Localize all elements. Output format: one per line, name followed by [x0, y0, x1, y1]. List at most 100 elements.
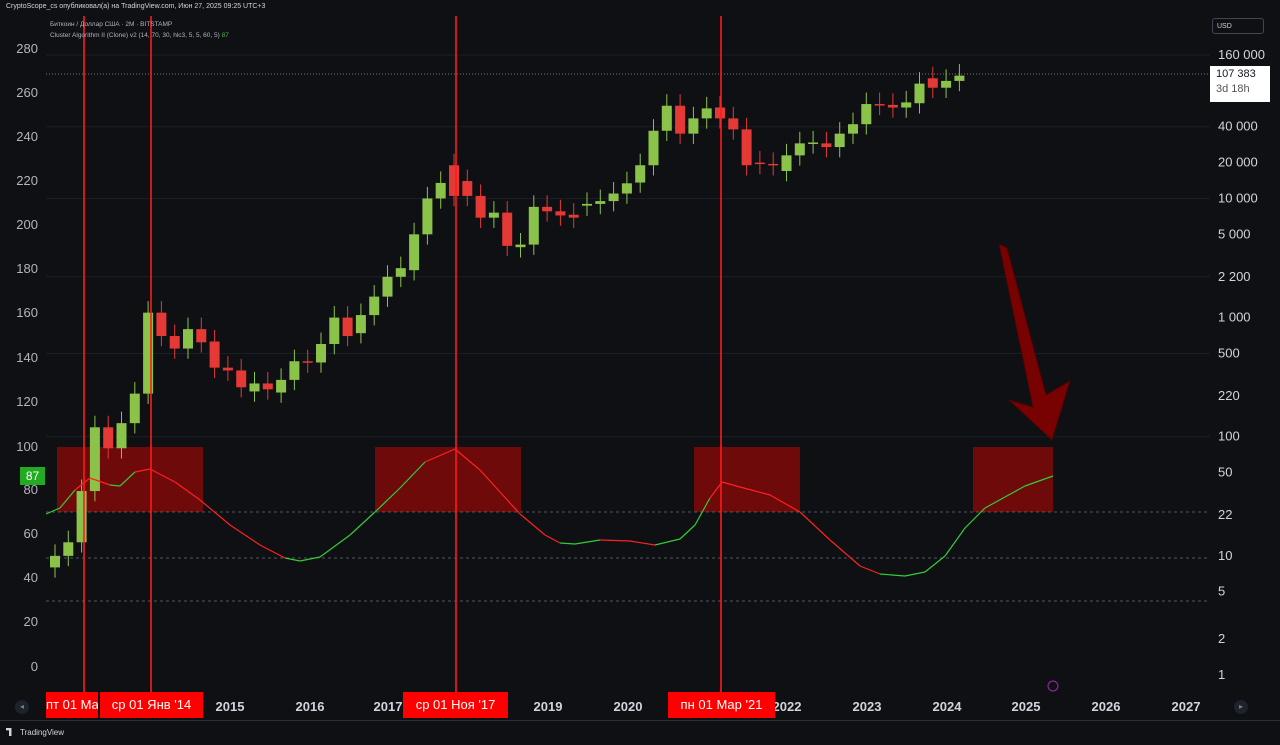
candle: [635, 165, 646, 183]
oscillator-segment: [879, 573, 906, 577]
oscillator-segment: [599, 539, 631, 542]
chart-background: [0, 16, 1280, 720]
down-arrow: [998, 243, 1071, 441]
candle: [488, 212, 499, 218]
oscillator-segment: [924, 555, 946, 573]
tradingview-logo[interactable]: TradingView: [6, 728, 64, 737]
right-axis-label: 2 200: [1218, 269, 1251, 284]
candle: [169, 336, 180, 349]
left-axis-label: 40: [24, 570, 38, 585]
scroll-left-button[interactable]: ◂: [15, 700, 29, 714]
candle: [608, 193, 619, 202]
oscillator-segment: [454, 448, 481, 471]
candle: [515, 244, 526, 248]
candle: [927, 78, 938, 88]
legend-indicator-name: Cluster Algorithm II (Clone) v2 (14, 70,…: [50, 32, 220, 39]
left-axis-label: 60: [24, 526, 38, 541]
left-axis-label: 100: [16, 439, 38, 454]
oscillator-segment: [399, 461, 426, 489]
date-badge-1: пт 01 Ма: [46, 692, 98, 718]
candle: [276, 379, 287, 393]
right-axis-label: 20 000: [1218, 155, 1258, 170]
overbought-zone: [375, 447, 521, 512]
time-axis-label: 2016: [296, 699, 325, 714]
candle: [528, 206, 539, 245]
candle: [222, 367, 233, 371]
right-axis-label: 1: [1218, 667, 1225, 682]
candle: [834, 133, 845, 148]
candle: [329, 317, 340, 345]
candle: [555, 211, 566, 216]
candle: [50, 555, 60, 568]
oscillator-segment: [349, 511, 376, 536]
tradingview-icon: [6, 728, 12, 736]
footer: TradingView: [0, 720, 1280, 745]
time-axis-label: 2027: [1172, 699, 1201, 714]
candle: [116, 423, 127, 449]
overbought-zones: [57, 447, 1053, 512]
candle: [103, 427, 114, 449]
candle: [502, 212, 513, 246]
left-axis-label: 180: [16, 261, 38, 276]
candle: [449, 165, 459, 196]
currency-button[interactable]: USD: [1212, 18, 1264, 34]
oscillator-segment: [229, 524, 261, 546]
time-axis-label: 2023: [853, 699, 882, 714]
time-axis-label: 2026: [1092, 699, 1121, 714]
candle: [741, 129, 752, 166]
candle: [794, 143, 805, 156]
cycle-markers: [83, 16, 722, 692]
chart-area[interactable]: 280 260 240 220 200 180 160 140 120 100 80 60 40 20 0 1…: [0, 16, 1280, 720]
candle: [701, 108, 712, 119]
candle: [196, 329, 207, 343]
left-axis-label: 80: [24, 482, 38, 497]
candle: [648, 130, 659, 166]
left-axis-label: 140: [16, 350, 38, 365]
candle: [582, 203, 592, 206]
legend-symbol: Биткоин / Доллар США · 2M · BITSTAMP: [50, 21, 173, 28]
oscillator-segment: [424, 448, 456, 463]
oscillator-segment: [739, 486, 771, 496]
candle: [129, 393, 140, 424]
candle: [715, 107, 725, 119]
oscillator-segment: [721, 481, 741, 488]
candle: [688, 118, 699, 134]
time-axis-label: 2017: [374, 699, 403, 714]
left-axis-label: 200: [16, 217, 38, 232]
candle: [661, 105, 672, 131]
left-axis-label: 160: [16, 305, 38, 320]
oscillator-segment: [199, 499, 231, 526]
candles: [50, 64, 965, 578]
candle: [887, 104, 898, 108]
legend: Биткоин / Доллар США · 2M · BITSTAMP Clu…: [50, 19, 229, 41]
candle: [954, 75, 965, 81]
chart-canvas[interactable]: 2802602402202001801601401201008060402001…: [0, 16, 1280, 720]
oscillator-segment: [799, 511, 831, 541]
publisher-text: CryptoScope_cs опубликовал(а) на Trading…: [6, 3, 266, 10]
oscillator-segment: [694, 497, 711, 526]
candle: [89, 427, 100, 492]
candle: [914, 83, 925, 104]
left-axis-label: 240: [16, 129, 38, 144]
candle: [542, 206, 553, 212]
left-axis-label: 280: [16, 41, 38, 56]
candle: [76, 491, 87, 543]
scroll-right-button[interactable]: ▸: [1234, 700, 1248, 714]
grid-lines: [46, 54, 1210, 438]
right-axis-label: 40 000: [1218, 119, 1258, 134]
candle: [728, 118, 739, 130]
left-axis-label: 120: [16, 394, 38, 409]
candle: [754, 162, 765, 165]
candle: [249, 383, 260, 392]
time-axis-label: 2024: [933, 699, 963, 714]
time-axis-label: 2015: [216, 699, 245, 714]
left-axis-label: 0: [31, 659, 38, 674]
candle: [435, 182, 446, 199]
candle: [821, 143, 832, 148]
oscillator-segment: [134, 468, 151, 473]
left-axis-label: 260: [16, 85, 38, 100]
oscillator-segment: [709, 481, 723, 499]
candle: [236, 370, 247, 388]
right-axis-label: 50: [1218, 465, 1232, 480]
candle: [183, 329, 193, 349]
